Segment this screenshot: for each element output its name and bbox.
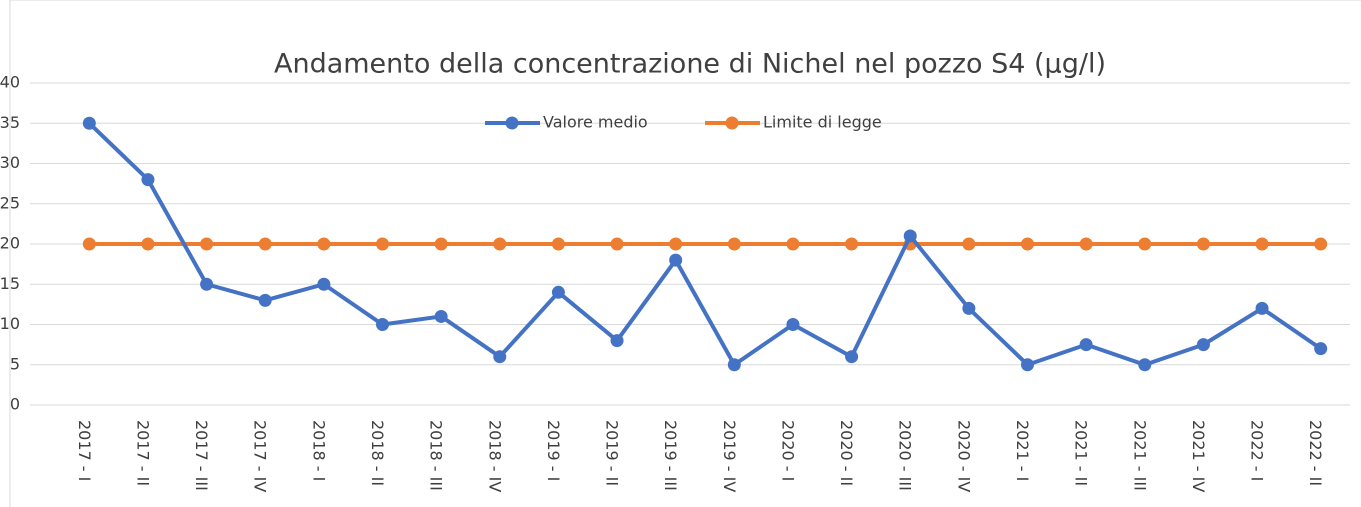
point — [1138, 237, 1152, 251]
x-tick-label: 2021 - I — [1013, 420, 1032, 481]
x-tick-label: 2020 - III — [896, 420, 915, 491]
point — [1196, 338, 1210, 352]
x-tick-label: 2019 - II — [603, 420, 622, 486]
y-tick-label: 40 — [0, 73, 20, 92]
point — [82, 116, 96, 130]
point — [1196, 237, 1210, 251]
x-tick-label: 2018 - III — [427, 420, 446, 491]
x-tick-label: 2022 - I — [1248, 420, 1267, 481]
point — [376, 318, 389, 331]
point — [669, 253, 683, 267]
x-tick-label: 2020 - I — [778, 420, 797, 481]
point — [903, 229, 917, 243]
point — [317, 277, 331, 291]
point — [1255, 301, 1269, 315]
point — [434, 309, 448, 323]
point — [141, 173, 155, 187]
y-tick-label: 35 — [0, 113, 20, 132]
x-tick-label: 2019 - I — [544, 420, 563, 481]
point — [1314, 342, 1328, 356]
x-tick-label: 2022 - II — [1306, 420, 1325, 486]
point — [493, 237, 507, 251]
point — [786, 237, 800, 251]
point — [200, 237, 214, 251]
x-tick-label: 2019 - IV — [720, 420, 739, 492]
y-tick-label: 30 — [0, 153, 20, 172]
point — [317, 237, 331, 251]
y-tick-label: 15 — [0, 274, 20, 293]
point — [82, 237, 96, 251]
x-tick-label: 2021 - III — [1130, 420, 1149, 491]
point — [962, 301, 976, 315]
y-tick-label: 25 — [0, 193, 20, 212]
x-tick-label: 2017 - I — [75, 420, 94, 481]
point — [610, 334, 624, 348]
point — [551, 285, 565, 299]
legend-marker — [725, 116, 739, 130]
point — [845, 350, 859, 364]
series-line — [87, 121, 1322, 367]
point — [434, 237, 448, 251]
x-tick-label: 2017 - IV — [251, 420, 270, 492]
point — [1138, 358, 1152, 372]
point — [727, 237, 741, 251]
point — [1021, 358, 1034, 372]
point — [200, 277, 214, 291]
y-tick-label: 5 — [10, 354, 20, 373]
point — [786, 318, 800, 331]
point — [727, 358, 741, 372]
x-tick-label: 2021 - II — [1072, 420, 1091, 486]
x-tick-label: 2017 - III — [192, 420, 211, 491]
x-tick-label: 2017 - II — [133, 420, 152, 486]
x-tick-label: 2020 - IV — [954, 420, 973, 492]
point — [845, 237, 859, 251]
point — [962, 237, 976, 251]
legend-marker — [505, 116, 519, 130]
point — [610, 237, 624, 251]
y-tick-label: 20 — [0, 234, 20, 253]
point — [376, 237, 389, 251]
point — [551, 237, 565, 251]
y-tick-label: 0 — [10, 395, 20, 414]
point — [669, 237, 683, 251]
x-tick-label: 2021 - IV — [1189, 420, 1208, 492]
legend-label: Valore medio — [543, 113, 648, 132]
point — [258, 237, 272, 251]
point — [1079, 338, 1093, 352]
point — [1079, 237, 1093, 251]
chart-title: Andamento della concentrazione di Nichel… — [274, 49, 1106, 80]
x-tick-label: 2019 - III — [661, 420, 680, 491]
point — [258, 293, 272, 307]
x-tick-label: 2018 - IV — [485, 420, 504, 492]
y-tick-label: 10 — [0, 314, 20, 333]
point — [1255, 237, 1269, 251]
point — [141, 237, 155, 251]
x-tick-label: 2018 - I — [309, 420, 328, 481]
x-tick-label: 2020 - II — [837, 420, 856, 486]
x-tick-label: 2018 - II — [368, 420, 387, 486]
point — [1314, 237, 1328, 251]
point — [1021, 237, 1034, 251]
legend-label: Limite di legge — [763, 113, 882, 132]
point — [493, 350, 507, 364]
